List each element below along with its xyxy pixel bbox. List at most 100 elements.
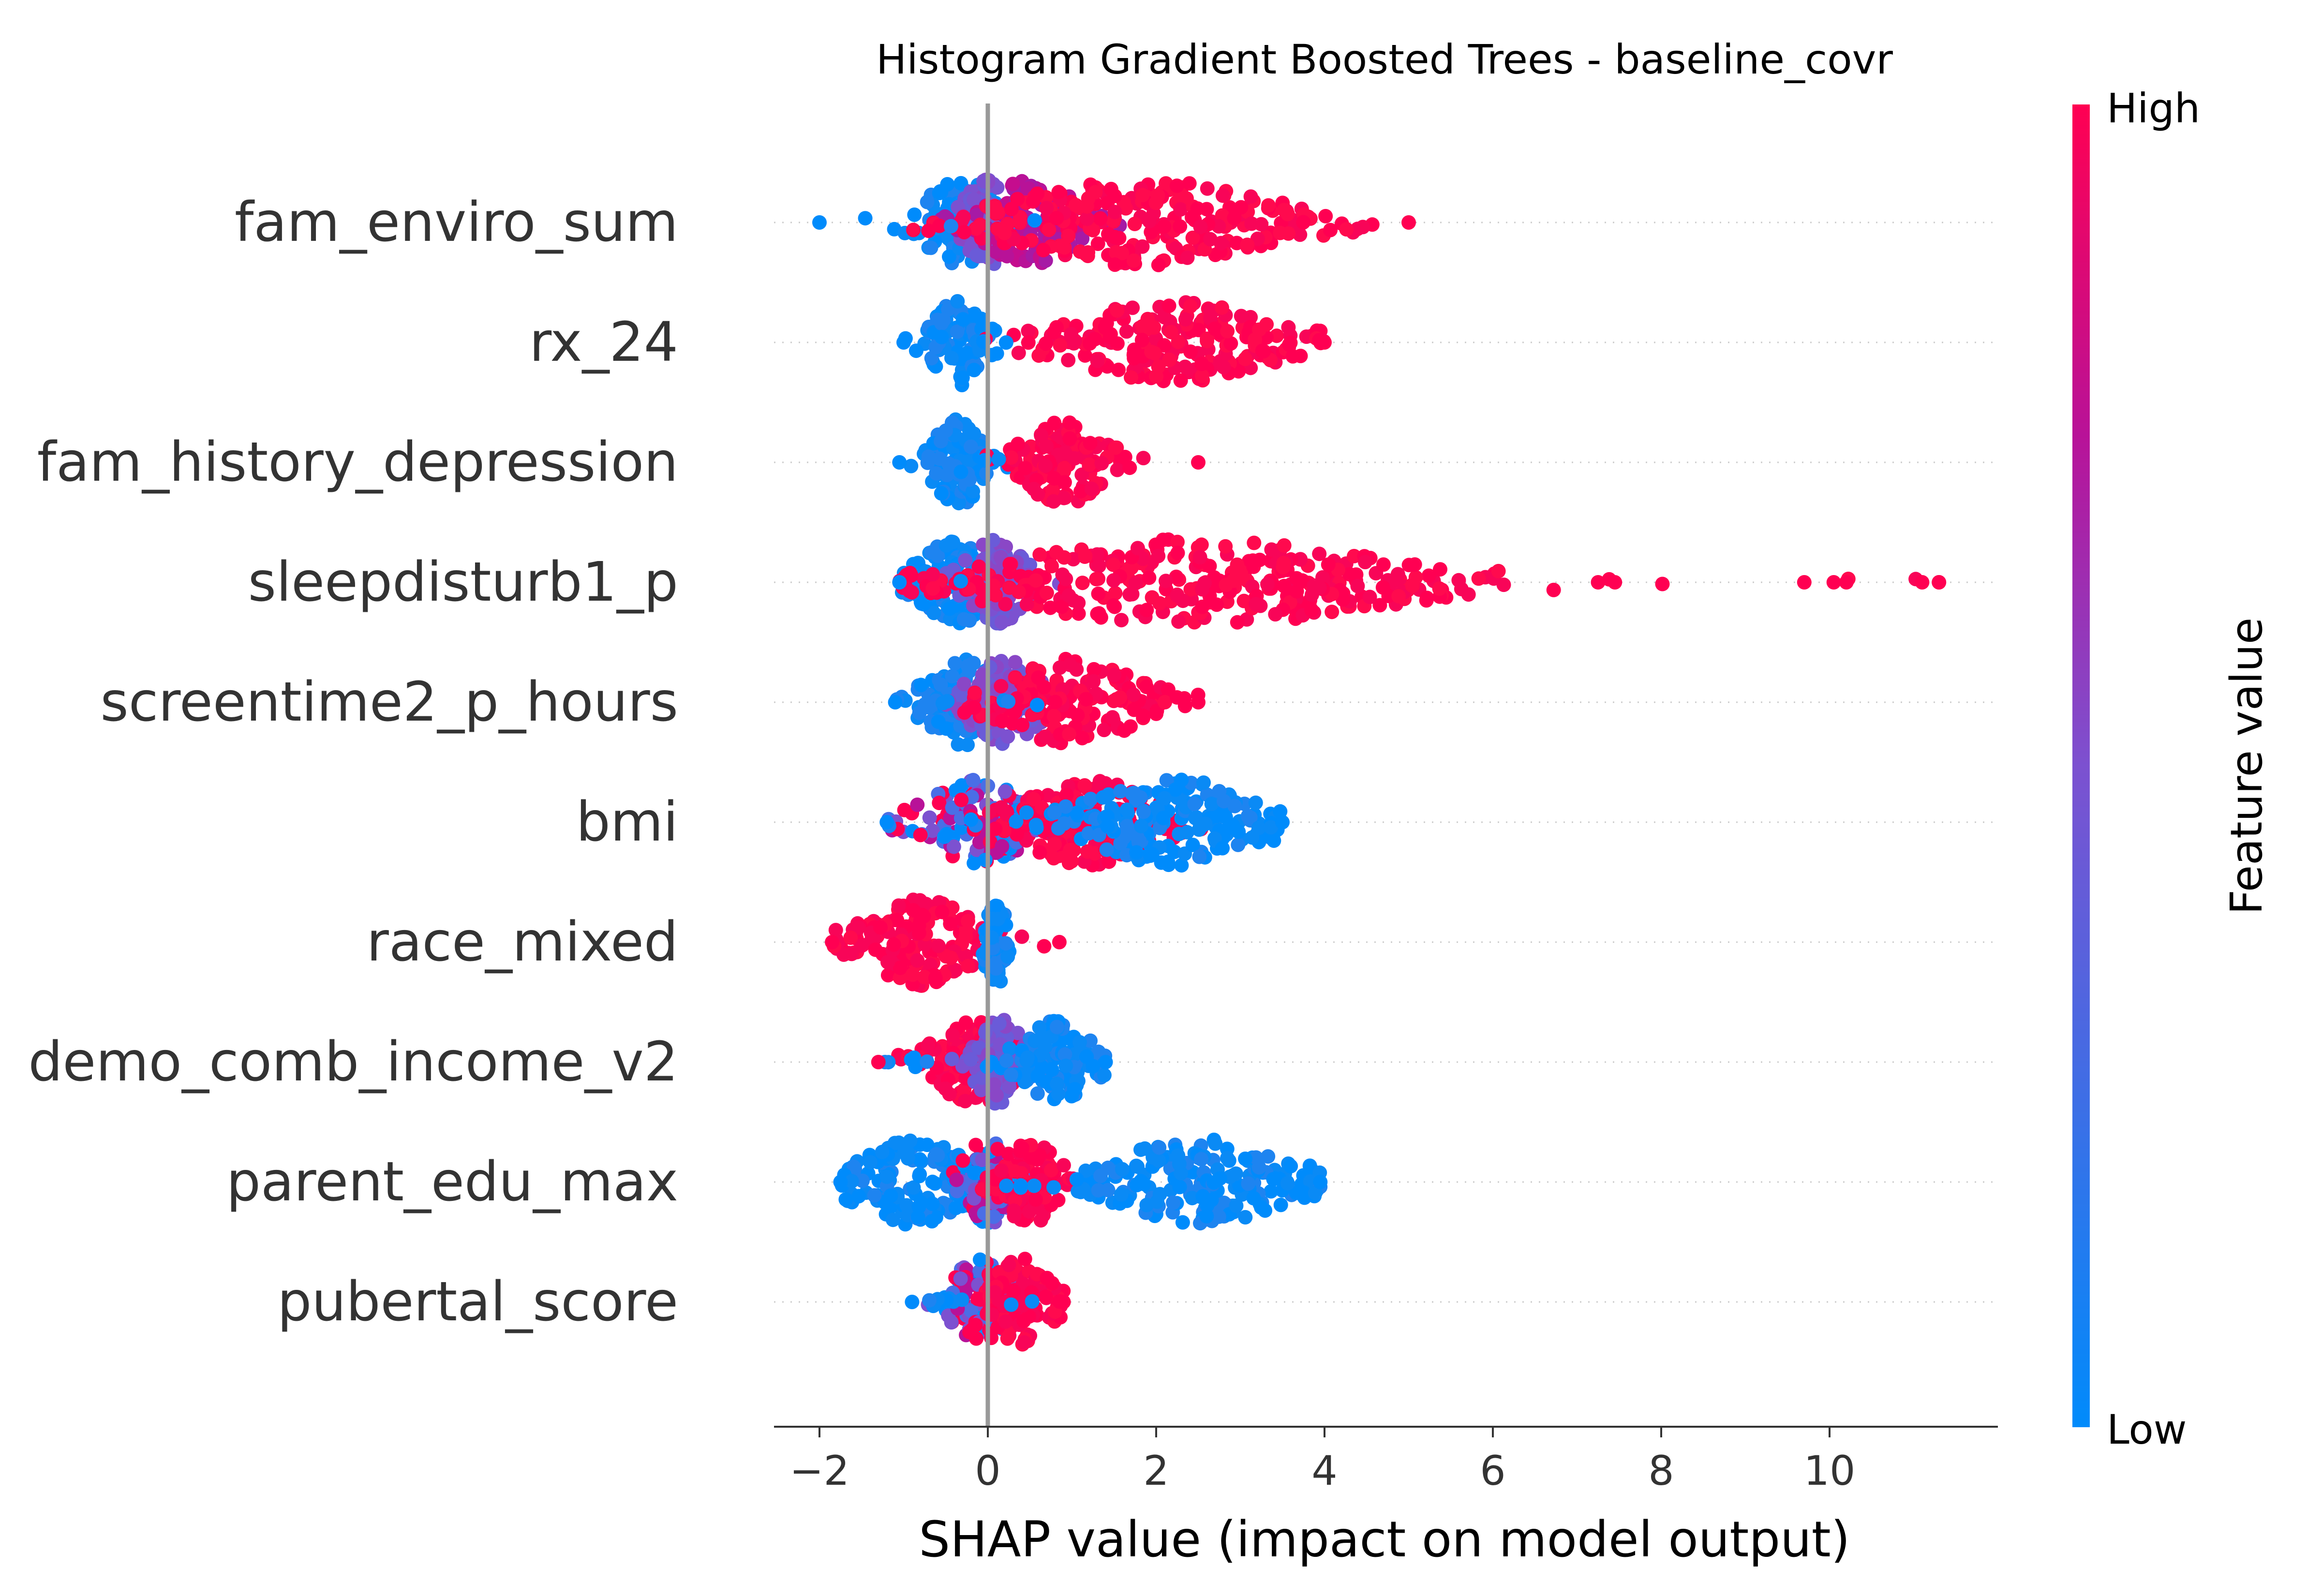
shap-point [1083,436,1098,451]
shap-point [1000,949,1015,964]
shap-point [990,221,1005,236]
shap-point [998,1314,1013,1329]
shap-point [1007,1164,1022,1179]
feature-label: bmi [576,791,678,854]
shap-point [1108,440,1123,455]
shap-point [910,798,925,812]
shap-point [1139,603,1154,618]
shap-point [1304,603,1319,618]
shap-point [953,464,968,479]
shap-point [1001,1257,1016,1272]
shap-point [1027,1178,1042,1193]
shap-point [960,659,975,673]
shap-point [937,829,952,844]
shap-point [1106,557,1121,572]
x-tick-label: −2 [789,1447,849,1494]
shap-point [1229,1166,1243,1181]
shap-point [1031,670,1046,685]
shap-point [879,1169,894,1184]
shap-point [1136,709,1151,724]
feature-label: race_mixed [367,911,678,974]
shap-point [1107,230,1122,245]
shap-point [906,903,921,918]
shap-point [1102,329,1117,344]
shap-point [1124,370,1138,385]
shap-point [843,930,858,945]
shap-point [1220,324,1235,339]
shap-point [844,1174,859,1189]
shap-point [1083,1033,1098,1048]
shap-point [1018,460,1033,475]
shap-point [1091,1183,1106,1198]
shap-point [1057,816,1072,831]
shap-point [944,1051,959,1066]
shap-point [1175,1215,1190,1230]
shap-point [953,1271,968,1286]
shap-point [1004,450,1019,465]
shap-point [1401,215,1416,230]
shap-point [1191,455,1206,470]
shap-point [964,1303,979,1318]
shap-point [1017,1252,1032,1267]
shap-point [1349,567,1364,582]
shap-point [988,821,1003,836]
shap-point [925,567,940,582]
shap-point [961,959,976,974]
shap-point [955,312,970,327]
shap-point [1127,346,1141,361]
shap-point [1130,1159,1145,1174]
shap-point [1012,215,1027,230]
x-tick-label: 2 [1143,1447,1169,1494]
shap-point [858,211,873,226]
shap-point [961,914,975,929]
shap-point [957,705,972,720]
shap-point [892,455,907,470]
shap-point [1024,1150,1039,1165]
shap-point [868,942,883,957]
shap-point [1215,188,1230,203]
shap-point [1151,257,1166,272]
shap-point [1307,578,1322,593]
shap-point [969,248,984,263]
shap-point [1096,790,1111,805]
shap-point [1142,570,1157,585]
shap-point [967,685,982,700]
shap-point [1030,186,1045,201]
chart-title: Histogram Gradient Boosted Trees - basel… [876,36,1893,83]
shap-point [926,606,941,621]
shap-point [1162,353,1177,368]
shap-point [1159,176,1174,191]
shap-point [995,839,1010,854]
shap-point [1107,257,1122,272]
shap-point [954,1292,969,1307]
shap-point [1277,578,1292,593]
shap-point [932,218,947,233]
shap-point [1135,239,1150,254]
shap-point [1001,694,1016,709]
shap-point [1075,731,1090,746]
shap-point [987,900,1002,915]
shap-point [1313,1175,1328,1189]
shap-point [1119,819,1134,834]
shap-point [844,946,859,961]
shap-point [1421,568,1436,583]
shap-point [1002,1041,1017,1056]
shap-point [1251,820,1266,835]
shap-point [1006,1284,1021,1299]
shap-point [1180,250,1195,265]
feature-label: sleepdisturb1_p [248,551,678,614]
shap-point [904,568,919,583]
shap-point [877,1195,892,1210]
shap-point [908,343,923,358]
feature-label: fam_history_depression [37,431,678,494]
shap-point [943,916,958,931]
shap-point [978,853,993,868]
shap-point [934,185,949,200]
shap-point [971,559,986,574]
shap-point [989,1088,1004,1103]
shap-point [1000,1331,1015,1346]
shap-point [943,219,958,234]
shap-point [1052,660,1067,675]
shap-point [1113,784,1128,798]
shap-point [1159,773,1174,788]
